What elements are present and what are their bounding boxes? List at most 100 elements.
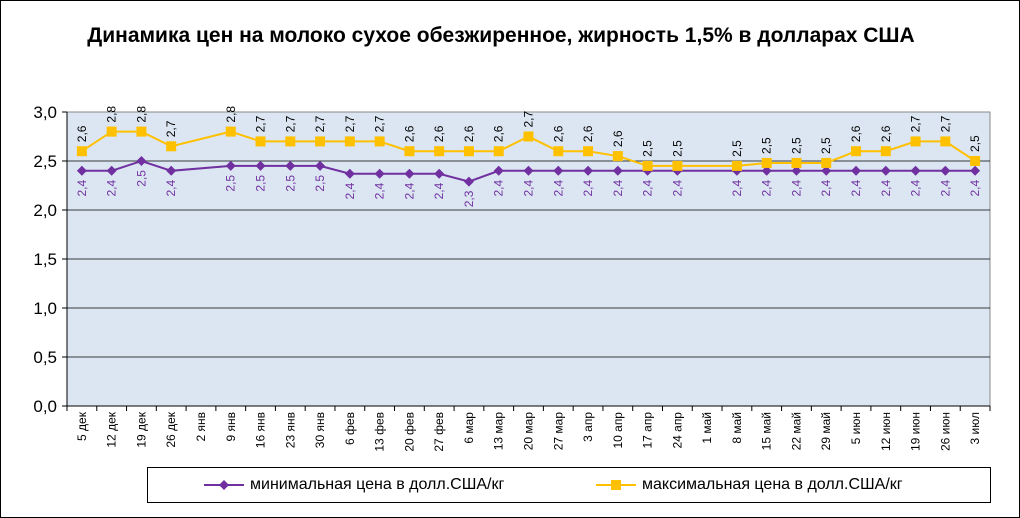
point-max (255, 136, 266, 147)
x-tick-label: 13 мар (492, 412, 506, 451)
point-min (970, 165, 981, 176)
point-max (463, 146, 474, 157)
data-label-max: 2,7 (254, 115, 268, 132)
data-label-max: 2,6 (432, 125, 446, 142)
x-tick-label: 13 фев (373, 412, 387, 452)
data-label-min: 2,4 (105, 179, 119, 196)
data-label-max: 2,6 (492, 125, 506, 142)
x-tick-label: 20 фев (402, 412, 416, 452)
data-label-min: 2,3 (462, 190, 476, 207)
data-label-max: 2,6 (462, 125, 476, 142)
data-label-min: 2,4 (879, 179, 893, 196)
legend-item-max: максимальная цена в долл.США/кг (596, 468, 903, 502)
point-max (821, 157, 832, 168)
data-label-min: 2,5 (313, 175, 327, 192)
data-label-max: 2,5 (968, 135, 982, 152)
data-label-min: 2,4 (730, 179, 744, 196)
data-label-min: 2,4 (75, 179, 89, 196)
legend-item-min: минимальная цена в долл.США/кг (204, 468, 504, 502)
point-max (523, 131, 534, 142)
data-label-min: 2,5 (224, 175, 238, 192)
x-tick-label: 27 фев (432, 412, 446, 452)
data-label-max: 2,5 (730, 140, 744, 157)
data-label-max: 2,7 (164, 120, 178, 137)
x-tick-label: 5 дек (75, 411, 89, 441)
point-min (493, 165, 504, 176)
x-tick-label: 19 июн (909, 412, 923, 451)
point-min (136, 156, 147, 166)
x-tick-label: 24 апр (670, 412, 684, 449)
y-tick-label: 1,5 (33, 250, 57, 269)
point-max (940, 136, 951, 147)
point-min (76, 165, 87, 176)
data-label-min: 2,4 (343, 182, 357, 199)
x-tick-label: 5 июн (849, 412, 863, 444)
y-tick-label: 2,5 (33, 152, 57, 171)
x-tick-label: 22 май (789, 412, 803, 450)
point-max (493, 146, 504, 157)
x-tick-label: 3 июл (968, 412, 982, 444)
point-max (285, 136, 296, 147)
data-label-max: 2,6 (849, 125, 863, 142)
point-min (166, 165, 177, 176)
data-label-min: 2,4 (819, 179, 833, 196)
point-min (463, 176, 474, 187)
legend: минимальная цена в долл.США/кг максималь… (147, 467, 991, 503)
data-label-max: 2,6 (611, 130, 625, 147)
data-label-min: 2,4 (551, 179, 565, 196)
data-label-min: 2,4 (760, 179, 774, 196)
data-label-max: 2,7 (938, 115, 952, 132)
point-min (821, 165, 832, 176)
x-tick-label: 27 мар (551, 412, 565, 451)
data-label-max: 2,7 (283, 115, 297, 132)
x-tick-label: 17 апр (641, 412, 655, 449)
data-label-min: 2,4 (164, 179, 178, 196)
data-label-max: 2,7 (313, 115, 327, 132)
data-label-min: 2,5 (283, 175, 297, 192)
point-max (76, 146, 87, 157)
point-min (910, 165, 921, 176)
data-label-max: 2,6 (75, 125, 89, 142)
data-label-max: 2,5 (670, 140, 684, 157)
data-label-max: 2,6 (551, 125, 565, 142)
data-label-max: 2,6 (581, 125, 595, 142)
point-min (285, 160, 296, 171)
x-tick-label: 12 июн (879, 412, 893, 451)
x-tick-label: 12 дек (105, 411, 119, 447)
x-tick-label: 19 дек (134, 411, 148, 447)
point-max (344, 136, 355, 147)
x-tick-label: 15 май (760, 412, 774, 450)
point-min (344, 168, 355, 179)
data-label-max: 2,8 (224, 106, 238, 123)
x-tick-label: 1 май (700, 412, 714, 444)
x-tick-label: 20 мар (522, 412, 536, 451)
data-label-min: 2,4 (670, 179, 684, 196)
x-tick-label: 23 янв (283, 412, 297, 448)
y-tick-label: 0,0 (33, 397, 57, 416)
x-tick-label: 6 мар (462, 412, 476, 444)
point-min (791, 165, 802, 176)
legend-label-min: минимальная цена в долл.США/кг (250, 476, 505, 493)
data-label-min: 2,5 (134, 170, 148, 187)
data-label-min: 2,4 (909, 179, 923, 196)
x-tick-label: 8 май (730, 412, 744, 444)
point-min (255, 160, 266, 171)
legend-marker-min (204, 480, 244, 490)
data-label-min: 2,4 (789, 179, 803, 196)
point-max (970, 156, 981, 166)
data-label-max: 2,5 (760, 137, 774, 154)
point-max (583, 146, 594, 157)
data-label-min: 2,4 (373, 182, 387, 199)
point-max (315, 136, 326, 147)
data-label-min: 2,4 (522, 179, 536, 196)
point-min (880, 165, 891, 176)
x-tick-label: 3 апр (581, 412, 595, 442)
data-label-max: 2,8 (105, 106, 119, 123)
data-label-max: 2,7 (909, 115, 923, 132)
y-tick-label: 2,0 (33, 201, 57, 220)
data-label-max: 2,8 (134, 106, 148, 123)
point-min (940, 165, 951, 176)
data-label-max: 2,7 (522, 110, 536, 127)
x-tick-label: 26 июн (938, 412, 952, 451)
